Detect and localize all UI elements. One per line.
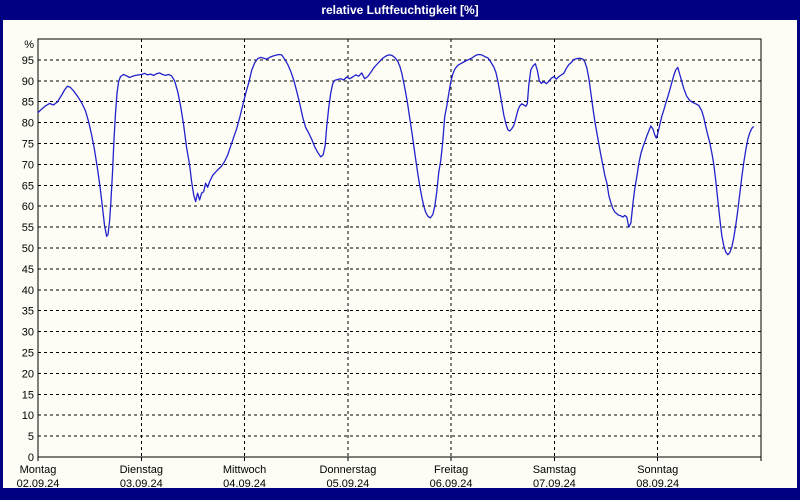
y-axis-tick-label: 85 bbox=[22, 97, 34, 109]
x-axis-date-label: 03.09.24 bbox=[120, 478, 163, 488]
humidity-series-line bbox=[37, 53, 754, 256]
y-axis-tick-label: 60 bbox=[22, 201, 34, 213]
chart-title: relative Luftfeuchtigkeit [%] bbox=[321, 3, 479, 17]
x-axis-weekday-label: Dienstag bbox=[120, 464, 163, 476]
chart-area: % 95 90 85 80 75 70 65 60 55 50 45 40 35 30 25 20 15 10 5 0 M… bbox=[3, 20, 797, 488]
x-axis-date-label: 08.09.24 bbox=[636, 478, 679, 488]
plot-border bbox=[37, 38, 762, 458]
x-axis-weekday-label: Donnerstag bbox=[319, 464, 376, 476]
y-axis-tick-label: 30 bbox=[22, 327, 34, 339]
y-axis-tick-label: 0 bbox=[28, 452, 34, 464]
y-axis-tick-label: 65 bbox=[22, 180, 34, 192]
x-axis-date-label: 02.09.24 bbox=[17, 478, 60, 488]
y-axis-tick-label: 25 bbox=[22, 348, 34, 360]
y-axis-tick-label: 45 bbox=[22, 264, 34, 276]
y-axis-tick-label: 55 bbox=[22, 222, 34, 234]
x-axis-weekday-label: Freitag bbox=[434, 464, 468, 476]
x-axis-weekday-label: Sonntag bbox=[637, 464, 678, 476]
y-axis-tick-label: 35 bbox=[22, 306, 34, 318]
y-axis-tick-label: 75 bbox=[22, 139, 34, 151]
window-title-bar[interactable]: relative Luftfeuchtigkeit [%] bbox=[0, 0, 800, 20]
y-axis-unit-label: % bbox=[24, 39, 34, 51]
x-axis-date-label: 05.09.24 bbox=[326, 478, 369, 488]
y-axis-tick-label: 10 bbox=[22, 410, 34, 422]
x-axis-date-label: 06.09.24 bbox=[430, 478, 473, 488]
x-axis-date-label: 04.09.24 bbox=[223, 478, 266, 488]
y-axis-tick-label: 90 bbox=[22, 76, 34, 88]
y-axis-tick-label: 80 bbox=[22, 118, 34, 130]
x-axis-weekday-label: Montag bbox=[20, 464, 57, 476]
y-axis-tick-label: 50 bbox=[22, 243, 34, 255]
y-axis-tick-label: 70 bbox=[22, 159, 34, 171]
x-axis-weekday-label: Mittwoch bbox=[223, 464, 266, 476]
y-axis-tick-label: 5 bbox=[28, 431, 34, 443]
humidity-line-chart: %95908580757065605550454035302520151050M… bbox=[17, 38, 762, 488]
y-axis-tick-label: 20 bbox=[22, 368, 34, 380]
y-axis-tick-label: 15 bbox=[22, 389, 34, 401]
x-axis-weekday-label: Samstag bbox=[533, 464, 576, 476]
y-axis-tick-label: 40 bbox=[22, 285, 34, 297]
x-axis-date-label: 07.09.24 bbox=[533, 478, 576, 488]
y-axis-tick-label: 95 bbox=[22, 55, 34, 67]
